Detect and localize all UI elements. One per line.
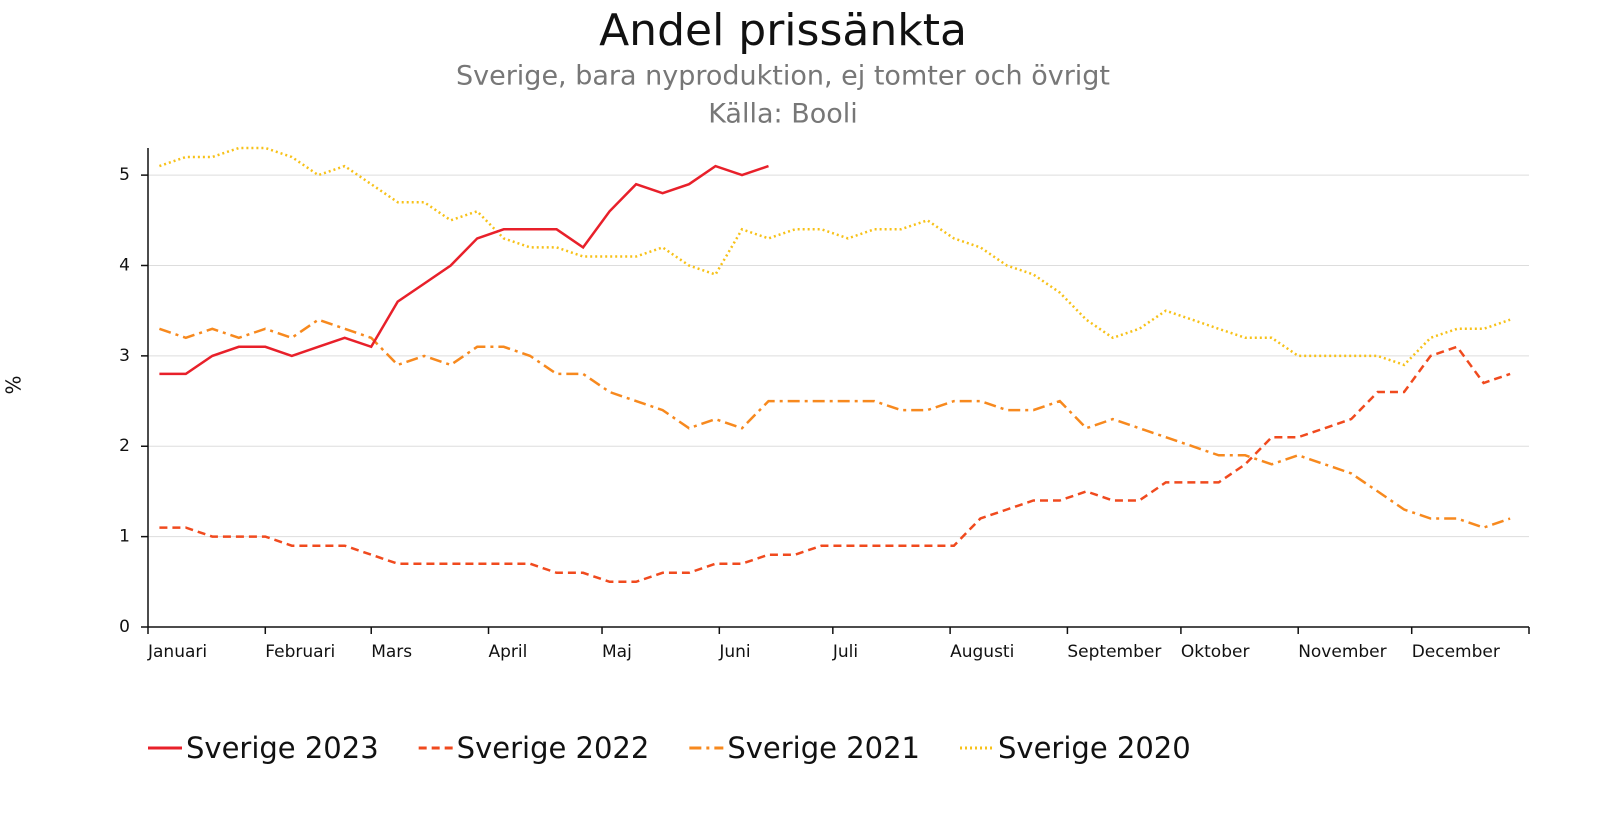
chart-subtitle: Källa: Booli xyxy=(708,99,858,130)
chart-title: Andel prissänkta xyxy=(599,5,967,56)
y-tick-label: 3 xyxy=(119,346,130,366)
chart-subtitle: Sverige, bara nyproduktion, ej tomter oc… xyxy=(456,61,1110,92)
series-line xyxy=(158,146,1511,367)
y-tick-label: 5 xyxy=(119,165,130,185)
x-tick-label: Februari xyxy=(265,642,335,662)
x-tick-label: Mars xyxy=(371,642,412,662)
y-tick-label: 2 xyxy=(119,436,130,456)
x-tick-label: September xyxy=(1067,642,1161,662)
x-tick-label: December xyxy=(1412,642,1500,662)
legend-label: Sverige 2020 xyxy=(998,731,1191,765)
x-tick-label: Juli xyxy=(832,642,858,662)
series-line xyxy=(159,345,1511,584)
series-line xyxy=(159,164,769,376)
series-line xyxy=(158,318,1511,529)
legend-label: Sverige 2023 xyxy=(186,731,379,765)
x-tick-label: Januari xyxy=(147,642,207,662)
y-tick-label: 1 xyxy=(119,527,130,547)
x-tick-label: April xyxy=(489,642,528,662)
x-tick-label: Maj xyxy=(602,642,632,662)
x-tick-label: Juni xyxy=(718,642,750,662)
legend-label: Sverige 2021 xyxy=(727,731,920,765)
y-tick-label: 4 xyxy=(119,255,130,275)
y-tick-label: 0 xyxy=(119,617,130,637)
y-axis-label: % xyxy=(2,375,26,394)
x-tick-label: November xyxy=(1298,642,1386,662)
x-tick-label: Oktober xyxy=(1181,642,1250,662)
legend-label: Sverige 2022 xyxy=(457,731,650,765)
x-tick-label: Augusti xyxy=(950,642,1014,662)
